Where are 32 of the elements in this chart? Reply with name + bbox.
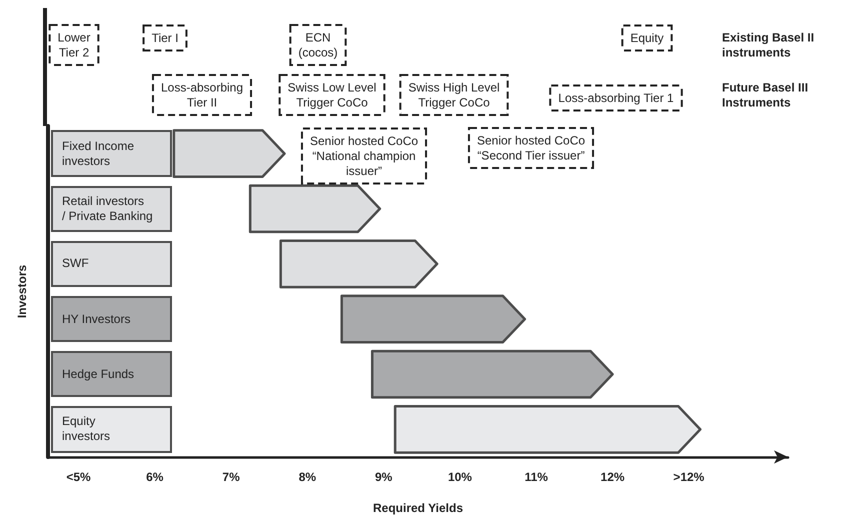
x-tick-label: 6% (146, 470, 164, 484)
text: Loss-absorbing Tier 1 (558, 91, 674, 105)
text: ECN (cocos) (298, 30, 338, 60)
annotation: Senior hosted CoCo “National champion issuer” (310, 134, 418, 178)
text: Tier I (152, 31, 178, 45)
text: Lower Tier 2 (58, 30, 90, 60)
text: Equity (630, 31, 664, 45)
x-axis-title: Required Yields (372, 501, 464, 515)
x-tick-label: 12% (600, 470, 625, 484)
bar (370, 350, 614, 399)
x-tick-label: <5% (66, 470, 92, 484)
text: Existing Basel II instruments (722, 30, 814, 60)
text: Swiss High Level Trigger CoCo (408, 80, 500, 110)
label-box: SWF (51, 240, 172, 288)
x-tick-label: 7% (222, 470, 240, 484)
label-box: Retail investors / Private Banking (51, 186, 172, 232)
annotation: Senior hosted CoCo “Second Tier issuer” (476, 134, 586, 162)
x-tick-label: >12% (673, 470, 705, 484)
text: Future Basel III Instruments (722, 80, 808, 110)
text: Swiss Low Level Trigger CoCo (288, 80, 376, 110)
bar (394, 404, 702, 454)
label-box: Equity investors (51, 406, 172, 453)
y-axis-title: Investors (15, 264, 29, 318)
label-box: Hedge Funds (51, 351, 172, 398)
label-box: Fixed Income investors (51, 130, 172, 177)
x-tick-label: 9% (375, 470, 393, 484)
text: Loss-absorbing Tier II (160, 80, 244, 110)
x-tick-label: 8% (298, 470, 316, 484)
x-tick-label: 10% (448, 470, 472, 484)
label-box: HY Investors (51, 296, 172, 342)
x-tick-label: 11% (524, 470, 548, 484)
bar (340, 294, 526, 344)
